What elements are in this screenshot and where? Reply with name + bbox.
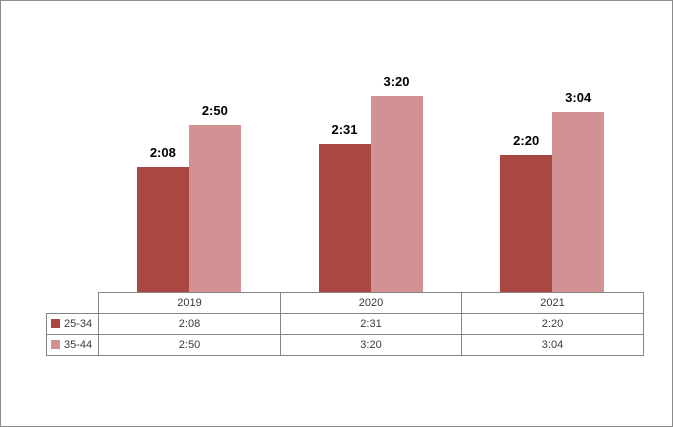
- value-cell-35-44-2019: 2:50: [98, 334, 281, 356]
- bar-25-34-2020: [318, 144, 371, 292]
- legend-label-35-44: 35-44: [64, 339, 93, 351]
- table-corner-cell: [47, 293, 99, 314]
- bar-35-44-2020: [370, 96, 423, 292]
- value-cell-25-34-2019: 2:08: [98, 313, 281, 335]
- bar-value-label-25-34-2021: 2:20: [513, 133, 540, 148]
- table-header-2020: 2020: [280, 292, 462, 314]
- table-header-row: 2019 2020 2021: [47, 292, 644, 314]
- table-header-2021: 2021: [461, 292, 644, 314]
- legend-cell-35-44: 35-44: [46, 334, 99, 356]
- legend-swatch-25-34: [51, 319, 60, 328]
- value-cell-25-34-2020: 2:31: [280, 313, 462, 335]
- table-header-2019: 2019: [98, 292, 281, 314]
- bar-25-34-2019: [136, 167, 189, 292]
- bar-25-34-2021: [500, 155, 553, 292]
- table-row-25-34: 25-34 2:08 2:31 2:20: [46, 313, 644, 335]
- bar-value-label-25-34-2020: 2:31: [331, 122, 358, 137]
- bar-value-label-35-44-2021: 3:04: [565, 90, 592, 105]
- data-table: 2019 2020 2021 25-34 2:08 2:31 2:20 35-4…: [46, 292, 644, 356]
- bar-35-44-2019: [188, 125, 241, 292]
- bar-value-label-35-44-2020: 3:20: [383, 74, 410, 89]
- bar-35-44-2021: [552, 112, 605, 292]
- value-cell-35-44-2021: 3:04: [461, 334, 644, 356]
- legend-cell-25-34: 25-34: [46, 313, 99, 335]
- table-row-35-44: 35-44 2:50 3:20 3:04: [46, 334, 644, 356]
- value-cell-25-34-2021: 2:20: [461, 313, 644, 335]
- legend-swatch-35-44: [51, 340, 60, 349]
- value-cell-35-44-2020: 3:20: [280, 334, 462, 356]
- legend-label-25-34: 25-34: [64, 318, 93, 330]
- bar-value-label-35-44-2019: 2:50: [201, 103, 228, 118]
- bar-value-label-25-34-2019: 2:08: [149, 145, 176, 160]
